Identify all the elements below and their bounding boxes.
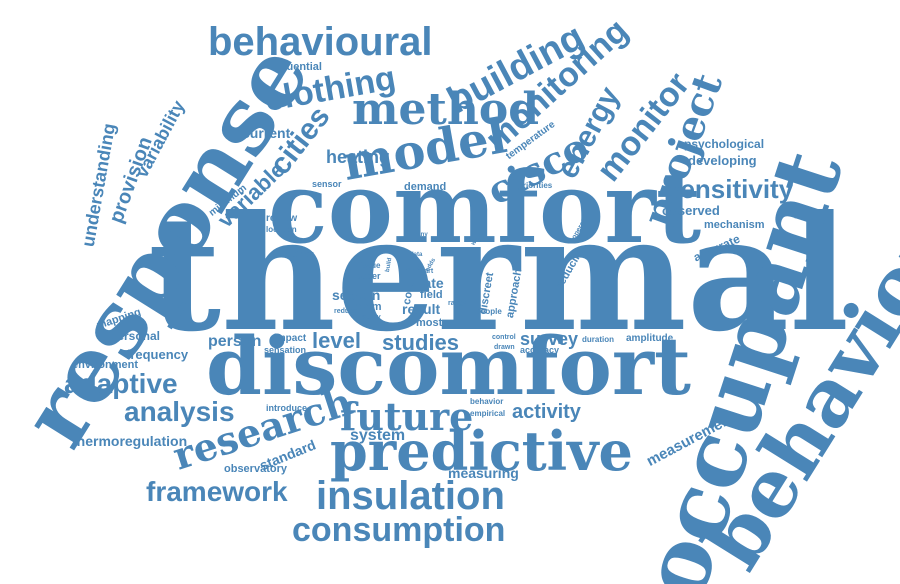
word-location: location (266, 226, 297, 234)
word-reduce: reduce (334, 308, 357, 315)
word-activity: activity (512, 402, 581, 422)
word-review: review (266, 214, 297, 224)
word-accuracy: accuracy (520, 346, 559, 355)
word-most: most (416, 318, 442, 329)
word-season: season (332, 288, 380, 302)
word-adaptive: adaptive (64, 370, 178, 398)
word-state: state (442, 238, 456, 244)
word-data: data (410, 252, 422, 258)
word-field: field (420, 290, 443, 301)
word-observatory: observatory (224, 464, 287, 475)
word-sensor: sensor (312, 180, 342, 189)
word-duration: duration (582, 336, 614, 344)
word-influential: influential (270, 62, 322, 73)
word-empirical: empirical (470, 410, 505, 418)
word-heating: heating (326, 148, 390, 166)
word-studies: studies (382, 332, 459, 354)
word-psychological: psychological (684, 138, 764, 150)
word-demand: demand (404, 182, 446, 193)
word-priorities: priorities (518, 182, 552, 190)
word-behavioural: behavioural (208, 22, 433, 62)
word-current: current (242, 126, 290, 140)
word-observed: observed (662, 204, 720, 217)
word-gather: gather (286, 250, 314, 259)
word-person: person (208, 334, 261, 350)
word-thermoregulation: thermoregulation (72, 434, 187, 448)
word-people: people (476, 308, 502, 316)
word-many: many (412, 232, 428, 238)
word-behavior: behavior (470, 398, 503, 406)
word-mechanism: mechanism (704, 220, 765, 231)
word-amplitude: amplitude (626, 334, 673, 344)
word-framework: framework (146, 478, 288, 506)
word-range: range (448, 300, 467, 307)
word-level: level (312, 330, 361, 352)
word-impact: impact (274, 334, 306, 344)
word-system: system (350, 428, 405, 444)
word-type: type (404, 264, 420, 272)
word-issue: issue (360, 262, 380, 270)
word-consumption: consumption (292, 513, 505, 547)
word-room: room (354, 302, 382, 313)
word-drawn: drawn (494, 344, 515, 351)
word-sensation: sensation (264, 346, 306, 355)
word-developing: developing (688, 154, 757, 167)
word-control: control (492, 334, 516, 341)
word-analysis: analysis (124, 398, 235, 426)
word-measuring: measuring (448, 466, 519, 480)
word-environment: environment (72, 360, 138, 371)
word-insulation: insulation (316, 476, 505, 516)
word-study: study (362, 314, 381, 321)
word-paper: paper (356, 272, 381, 281)
word-personal: personal (110, 330, 160, 342)
word-rate: rate (418, 276, 444, 290)
word-introduce: introduce (266, 404, 307, 413)
